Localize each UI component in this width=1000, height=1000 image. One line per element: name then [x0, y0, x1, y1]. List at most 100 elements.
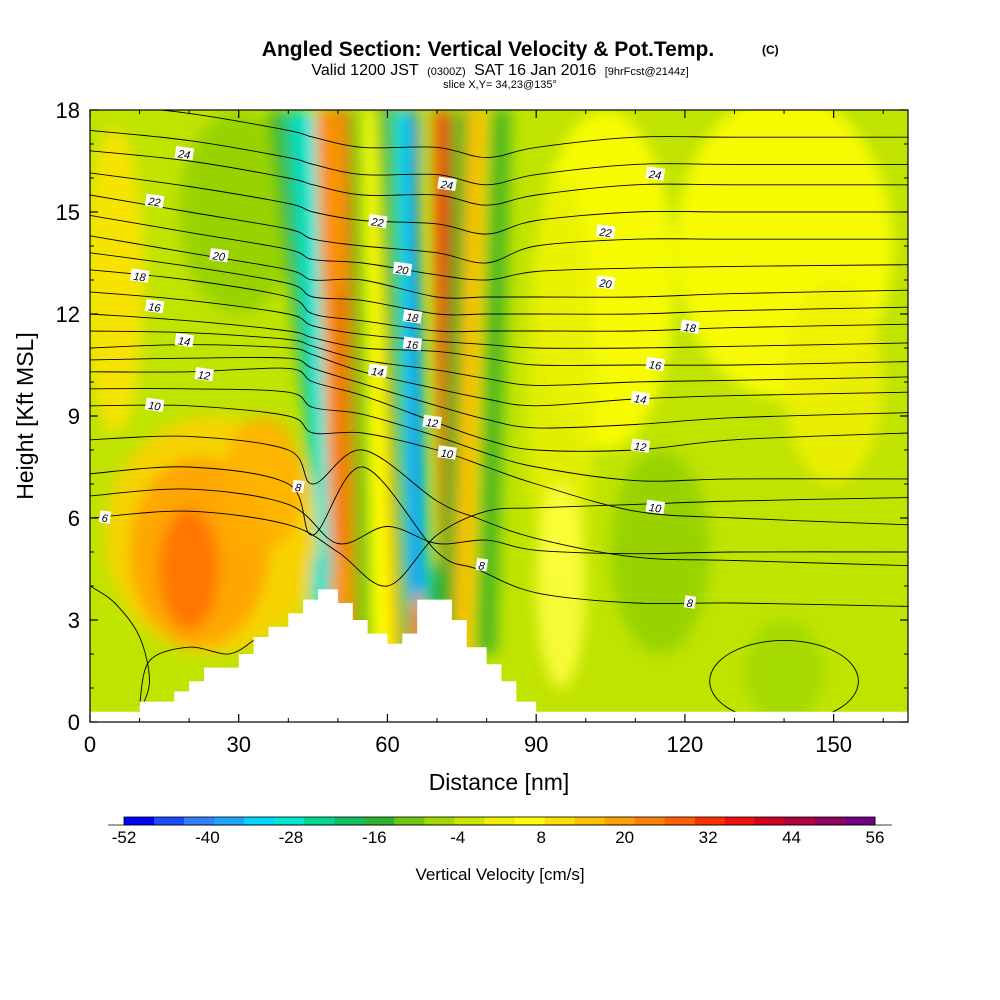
contour-label-3: 18: [129, 268, 150, 285]
colorbar-swatch-18: [664, 817, 696, 825]
slice-label: slice X,Y= 34,23@135°: [443, 79, 557, 91]
contour-label-14: 14: [367, 363, 388, 380]
y-tick-label-0: 0: [68, 710, 80, 735]
contour-line-intermediate-7: [90, 214, 908, 281]
colorbar-swatch-17: [634, 817, 666, 825]
contour-loop-left: [139, 640, 254, 706]
subtitle-forecast: [9hrFcst@2144z]: [605, 66, 689, 78]
contour-label-7: 10: [144, 397, 165, 414]
svg-text:24: 24: [176, 148, 191, 162]
colorbar-tick-1: -40: [195, 828, 220, 847]
subtitle-date: SAT 16 Jan 2016: [474, 62, 596, 79]
contour-loop-left-outer: [90, 585, 150, 712]
velocity-band-17: [439, 110, 470, 654]
colorbar-tick-5: 8: [536, 828, 545, 847]
colorbar-tick-8: 44: [782, 828, 801, 847]
svg-text:24: 24: [439, 179, 454, 193]
contour-line-22: [90, 194, 908, 264]
contour-line-intermediate-3: [90, 356, 908, 429]
chart-subtitle: Valid 1200 JST (0300Z) SAT 16 Jan 2016 […: [311, 62, 688, 79]
x-tick-label-5: 150: [815, 732, 852, 757]
y-tick-label-2: 6: [68, 506, 80, 531]
x-axis-label: Distance [nm]: [429, 769, 570, 795]
svg-text:10: 10: [147, 400, 162, 414]
terrain-mask: [90, 589, 908, 722]
contour-line-20: [90, 235, 908, 299]
colorbar-tick-3: -16: [362, 828, 387, 847]
svg-text:12: 12: [425, 417, 439, 431]
colorbar-tick-2: -28: [279, 828, 304, 847]
contour-label-20: 22: [595, 224, 616, 240]
contour-label-10: 22: [367, 214, 388, 230]
colorbar-swatch-24: [844, 817, 876, 825]
y-axis: 0 3 6 9 12 15 18: [56, 98, 908, 735]
velocity-blob-9: [610, 450, 710, 654]
y-tick-label-1: 3: [68, 608, 80, 633]
colorbar-swatch-4: [244, 817, 275, 825]
svg-text:18: 18: [405, 312, 420, 326]
contour-label-5: 14: [174, 333, 195, 349]
contour-label-16: 10: [437, 445, 457, 462]
y-axis-label: Height [Kft MSL]: [12, 332, 38, 499]
contour-label-6: 12: [194, 367, 214, 383]
contour-label-27: 8: [683, 595, 697, 610]
vertical-velocity-field: [90, 110, 894, 722]
velocity-blob-4: [90, 127, 145, 433]
x-tick-label-2: 60: [375, 732, 399, 757]
svg-text:14: 14: [370, 366, 384, 380]
contour-line-intermediate-6: [90, 252, 908, 316]
contour-line-top-0: [156, 110, 908, 159]
velocity-blob-3: [223, 416, 304, 552]
velocity-blob-2: [159, 507, 219, 631]
colorbar-swatch-3: [214, 817, 245, 825]
contour-label-24: 14: [630, 390, 651, 407]
contour-label-9: 6: [98, 510, 112, 525]
velocity-blob-15: [744, 620, 824, 722]
colorbar-swatch-23: [814, 817, 846, 825]
svg-text:8: 8: [478, 560, 487, 573]
contour-labels: 24 22 20 18 16 14 12 10 8 6 22 20 18 16 14 12 10 24 8 24 22 2…: [98, 146, 700, 610]
velocity-blob-11: [179, 110, 299, 314]
colorbar-tick-4: -4: [450, 828, 465, 847]
svg-text:14: 14: [633, 393, 647, 407]
contour-line-intermediate-4: [90, 330, 908, 386]
contour-label-13: 16: [402, 336, 423, 353]
colorbar-swatch-2: [184, 817, 215, 825]
x-tick-label-0: 0: [84, 732, 96, 757]
subtitle-valid: Valid 1200 JST: [311, 62, 419, 79]
svg-text:12: 12: [633, 441, 647, 455]
contour-line-18: [90, 269, 908, 333]
colorbar-swatch-6: [304, 817, 335, 825]
colorbar-swatch-22: [784, 817, 816, 825]
contour-label-4: 16: [144, 299, 165, 315]
svg-text:16: 16: [648, 359, 663, 373]
svg-text:20: 20: [211, 250, 227, 264]
contour-label-17: 24: [437, 176, 457, 193]
contour-label-2: 20: [209, 248, 229, 264]
svg-text:14: 14: [177, 335, 191, 349]
colorbar-swatch-20: [724, 817, 756, 825]
svg-text:20: 20: [598, 277, 614, 291]
svg-text:10: 10: [440, 448, 455, 462]
contour-label-8: 8: [292, 479, 305, 495]
x-tick-label-1: 30: [226, 732, 250, 757]
colorbar-swatch-11: [454, 817, 485, 825]
colorbar: -52 -40 -28 -16 -4 8 20 32 44 56: [108, 816, 892, 847]
velocity-blob-7: [784, 280, 884, 484]
svg-text:18: 18: [133, 271, 148, 285]
contour-line-16: [90, 313, 908, 366]
svg-text:22: 22: [370, 216, 385, 230]
colorbar-swatch-0: [124, 817, 155, 825]
colorbar-swatch-21: [754, 817, 786, 825]
y-tick-label-5: 15: [56, 200, 80, 225]
svg-text:10: 10: [648, 502, 663, 516]
contour-label-21: 20: [595, 275, 616, 291]
contour-line-14: [90, 344, 908, 407]
colorbar-swatch-10: [424, 817, 455, 825]
svg-text:18: 18: [683, 322, 698, 336]
colorbar-swatch-7: [334, 817, 365, 825]
colorbar-tick-0: -52: [112, 828, 137, 847]
y-tick-label-4: 12: [56, 302, 80, 327]
contour-label-18: 8: [475, 557, 489, 573]
colorbar-swatch-12: [484, 817, 516, 825]
